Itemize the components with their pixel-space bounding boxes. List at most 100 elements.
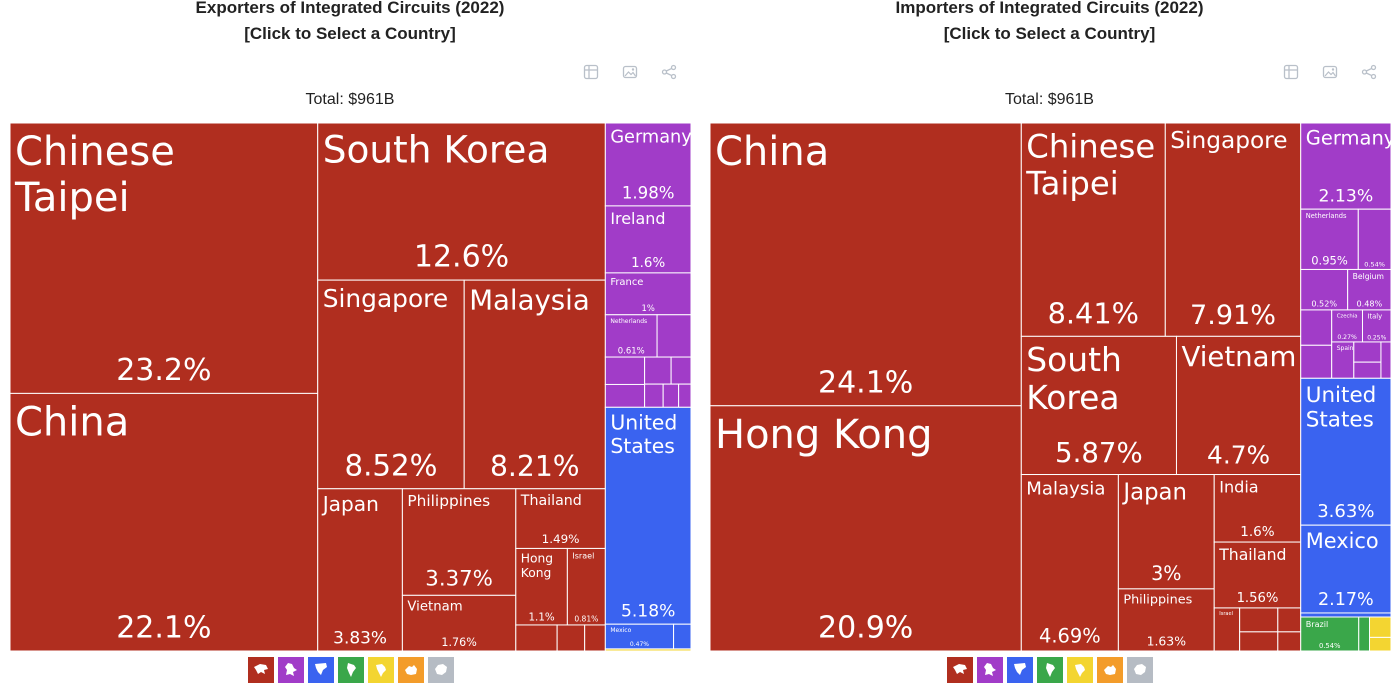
tile-china[interactable]: China 24.1% <box>710 123 1022 407</box>
north-america-icon[interactable] <box>1007 657 1033 683</box>
tile-rect[interactable] <box>401 488 517 596</box>
tile-rect[interactable] <box>10 392 319 651</box>
tile-rect[interactable] <box>604 123 691 207</box>
tile-germany[interactable]: Germany 1.98% <box>604 123 691 207</box>
tile-rect[interactable] <box>1300 612 1391 618</box>
tile-europe-6[interactable] <box>604 383 646 408</box>
tile-europe-7[interactable] <box>644 356 672 385</box>
tile-rect[interactable] <box>1020 474 1119 651</box>
tile-france[interactable]: France 1% <box>604 272 691 316</box>
tile-europe-8[interactable] <box>670 356 691 385</box>
tile-rect[interactable] <box>1239 607 1279 633</box>
tile-rect[interactable] <box>401 594 517 651</box>
tile-singapore[interactable]: Singapore 7.91% <box>1164 123 1302 337</box>
tile-netherlands[interactable]: Netherlands 0.61% <box>604 314 658 358</box>
tile-rect[interactable] <box>1380 341 1391 379</box>
tile-rect[interactable] <box>656 314 691 358</box>
tile-japan[interactable]: Japan 3.83% <box>317 488 403 651</box>
tile-rect[interactable] <box>1239 631 1279 651</box>
image-icon[interactable] <box>1321 63 1339 81</box>
tile-thailand[interactable]: Thailand 1.49% <box>515 488 606 549</box>
tile-spain[interactable]: Spain <box>1331 341 1355 379</box>
tile-ireland[interactable]: Ireland 1.6% <box>604 205 691 274</box>
tile-vietnam[interactable]: Vietnam 1.76% <box>401 594 517 651</box>
tile-rect[interactable] <box>604 356 646 385</box>
tile-rect[interactable] <box>1277 631 1302 651</box>
chart-subtitle-select-country[interactable]: [Click to Select a Country] <box>244 24 456 43</box>
tile-asia-13[interactable] <box>584 624 606 651</box>
antarctica-icon[interactable] <box>1127 657 1153 683</box>
tile-europe-12[interactable] <box>1380 341 1391 379</box>
tile-rect[interactable] <box>1369 636 1391 651</box>
tile-rect[interactable] <box>463 279 606 490</box>
tile-south-america-1[interactable] <box>1358 616 1371 651</box>
tile-rect[interactable] <box>317 488 403 651</box>
tile-singapore[interactable]: Singapore 8.52% <box>317 279 465 490</box>
image-icon[interactable] <box>621 63 639 81</box>
tile-united-states[interactable]: United States 3.63% <box>1300 377 1391 526</box>
tile-rect[interactable] <box>604 406 691 625</box>
south-america-icon[interactable] <box>1037 657 1063 683</box>
share-icon[interactable] <box>1360 63 1378 81</box>
tile-israel[interactable]: Israel 0.81% <box>566 547 606 626</box>
tile-north-america-2[interactable] <box>1300 612 1391 618</box>
tile-africa-0[interactable] <box>604 648 691 651</box>
tile-rect[interactable] <box>644 356 672 385</box>
tile-rect[interactable] <box>1358 616 1371 651</box>
tile-rect[interactable] <box>1213 541 1302 609</box>
oceania-icon[interactable] <box>1097 657 1123 683</box>
tile-rect[interactable] <box>673 623 691 650</box>
tile-rect[interactable] <box>1347 268 1391 311</box>
tile-asia-15[interactable] <box>1277 631 1302 651</box>
europe-icon[interactable] <box>278 657 304 683</box>
importers-treemap[interactable]: China 24.1% Hong Kong 20.9% Chinese Taipei 8.4… <box>710 123 1391 651</box>
tile-rect[interactable] <box>1213 474 1302 543</box>
tile-europe-4[interactable] <box>656 314 691 358</box>
tile-rect[interactable] <box>1300 208 1359 270</box>
tile-rect[interactable] <box>1353 361 1382 379</box>
tile-europe-10[interactable] <box>662 383 680 408</box>
tile-israel[interactable]: Israel <box>1213 607 1241 651</box>
tile-philippines[interactable]: Philippines 1.63% <box>1117 588 1215 651</box>
tile-mexico[interactable]: Mexico 2.17% <box>1300 524 1391 614</box>
tile-europe-5[interactable] <box>604 356 646 385</box>
oceania-icon[interactable] <box>398 657 424 683</box>
tile-rect[interactable] <box>1300 524 1391 614</box>
tile-chinese-taipei[interactable]: Chinese Taipei 8.41% <box>1020 123 1166 337</box>
tile-rect[interactable] <box>317 123 606 281</box>
tile-malaysia[interactable]: Malaysia 8.21% <box>463 279 606 490</box>
tile-mexico[interactable]: Mexico 0.47% <box>604 623 675 650</box>
tile-rect[interactable] <box>1020 335 1177 476</box>
tile-rect[interactable] <box>1164 123 1302 337</box>
tile-rect[interactable] <box>604 205 691 274</box>
africa-icon[interactable] <box>1067 657 1093 683</box>
tile-belgium[interactable]: Belgium 0.48% <box>1347 268 1391 311</box>
tile-rect[interactable] <box>604 314 658 358</box>
table-icon[interactable] <box>582 63 600 81</box>
chart-subtitle-select-country[interactable]: [Click to Select a Country] <box>943 24 1156 43</box>
tile-europe-3[interactable]: 0.52% <box>1300 268 1349 311</box>
tile-japan[interactable]: Japan 3% <box>1117 474 1215 590</box>
tile-thailand[interactable]: Thailand 1.56% <box>1213 541 1302 609</box>
tile-europe-2[interactable]: 0.54% <box>1357 208 1391 270</box>
tile-north-america-2[interactable] <box>673 623 691 650</box>
tile-rect[interactable] <box>670 356 691 385</box>
tile-rect[interactable] <box>644 383 664 408</box>
exporters-treemap[interactable]: Chinese Taipei 23.2% China 22.1% South Korea 1… <box>10 123 691 651</box>
antarctica-icon[interactable] <box>428 657 454 683</box>
tile-malaysia[interactable]: Malaysia 4.69% <box>1020 474 1119 651</box>
tile-united-states[interactable]: United States 5.18% <box>604 406 691 625</box>
tile-rect[interactable] <box>710 405 1022 651</box>
tile-rect[interactable] <box>1117 588 1215 651</box>
tile-hong-kong[interactable]: Hong Kong 20.9% <box>710 405 1022 651</box>
tile-rect[interactable] <box>1300 123 1391 210</box>
tile-rect[interactable] <box>1117 474 1215 590</box>
tile-rect[interactable] <box>1353 341 1382 363</box>
north-america-icon[interactable] <box>308 657 334 683</box>
tile-europe-11[interactable] <box>1353 361 1382 379</box>
tile-italy[interactable]: Italy 0.25% <box>1361 309 1391 343</box>
tile-south-korea[interactable]: South Korea 5.87% <box>1020 335 1177 476</box>
south-america-icon[interactable] <box>338 657 364 683</box>
tile-czechia[interactable]: Czechia 0.27% <box>1331 309 1363 343</box>
tile-rect[interactable] <box>1300 344 1333 379</box>
